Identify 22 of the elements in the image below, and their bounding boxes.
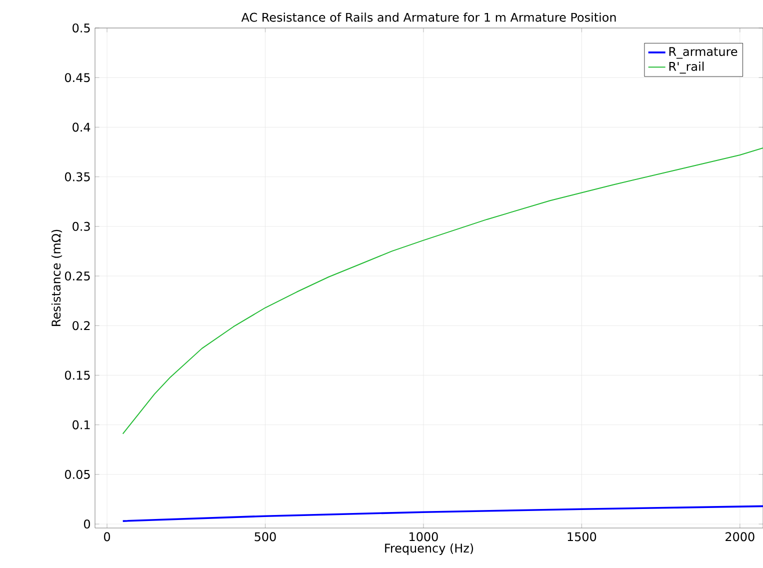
y-tick-label: 0: [84, 520, 90, 529]
x-tick-label: 1000: [410, 532, 438, 542]
y-tick-label: 0.5: [72, 23, 90, 33]
y-tick-label: 0.4: [72, 122, 90, 132]
y-tick-label: 0.05: [64, 470, 90, 479]
y-tick-label: 0.3: [72, 222, 90, 231]
legend-label: R_armature: [669, 47, 738, 59]
y-tick-label: 0.25: [64, 271, 90, 281]
x-axis-title: Frequency (Hz): [385, 543, 474, 555]
legend-label: R'_rail: [669, 62, 704, 74]
x-tick-label: 2000: [726, 532, 754, 542]
y-tick-label: 0.1: [72, 420, 90, 430]
line-series: [122, 505, 763, 522]
y-tick-label: 0.45: [64, 73, 90, 82]
x-tick-label: 0: [104, 532, 110, 542]
y-tick-label: 0.35: [64, 172, 90, 182]
y-tick-label: 0.2: [72, 321, 90, 330]
x-tick-label: 500: [254, 532, 276, 542]
y-axis-title: Resistance (mΩ): [51, 230, 62, 326]
x-tick-label: 1500: [568, 532, 596, 542]
y-tick-label: 0.15: [64, 370, 90, 380]
chart-title: AC Resistance of Rails and Armature for 1 m Armature Position: [241, 12, 616, 22]
